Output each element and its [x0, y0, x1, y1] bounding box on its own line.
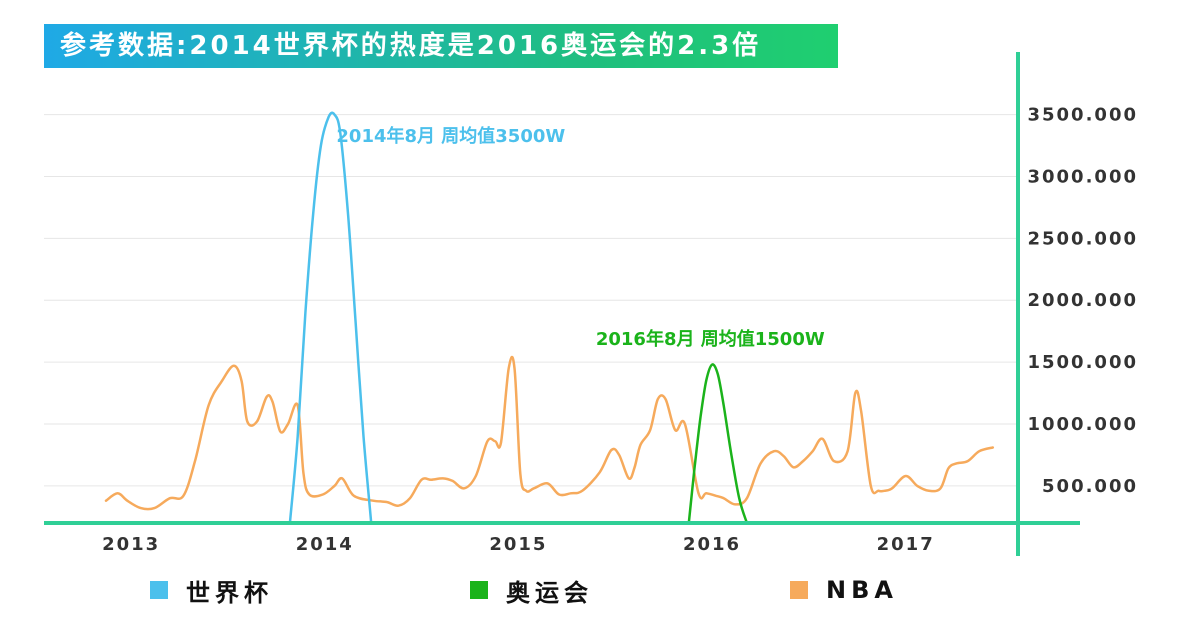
legend-item-nba: NBA [790, 570, 898, 610]
chart-title: 参考数据:2014世界杯的热度是2016奥运会的2.3倍 [44, 24, 838, 68]
y-tick-label: 2000.000 [1027, 290, 1138, 311]
legend-label: 奥运会 [506, 578, 593, 607]
series-line-world-cup [288, 111, 373, 525]
y-tick-label: 2500.000 [1027, 228, 1138, 249]
peak-annotation: 2014年8月 周均值3500W [336, 125, 565, 147]
legend-swatch [150, 581, 168, 599]
grid-lines [44, 114, 1018, 487]
x-tick-label: 2016 [683, 534, 741, 555]
x-tick-label: 2017 [877, 534, 935, 555]
y-tick-label: 1500.000 [1027, 352, 1138, 373]
x-tick-label: 2014 [296, 534, 354, 555]
legend-label: NBA [826, 576, 898, 604]
axes [44, 52, 1080, 556]
y-tick-label: 3500.000 [1027, 105, 1138, 126]
series-line-nba [104, 355, 995, 511]
y-tick-label: 500.000 [1042, 476, 1138, 497]
y-tick-label: 3000.000 [1027, 166, 1138, 187]
legend-item-world-cup: 世界杯 [150, 570, 273, 610]
annotations: 2014年8月 周均值3500W 2016年8月 周均值1500W [336, 125, 824, 350]
x-tick-label: 2013 [102, 534, 160, 555]
legend-swatch [470, 581, 488, 599]
legend-label: 世界杯 [186, 578, 273, 607]
tick-labels: 500.000 1000.000 1500.000 2000.000 2500.000 3… [102, 105, 1138, 555]
peak-annotation: 2016年8月 周均值1500W [596, 328, 825, 350]
x-tick-label: 2015 [489, 534, 547, 555]
series-line-olympics [687, 363, 749, 525]
series-lines [104, 111, 995, 525]
legend-item-olympics: 奥运会 [470, 570, 593, 610]
legend-swatch [790, 581, 808, 599]
y-tick-label: 1000.000 [1027, 414, 1138, 435]
